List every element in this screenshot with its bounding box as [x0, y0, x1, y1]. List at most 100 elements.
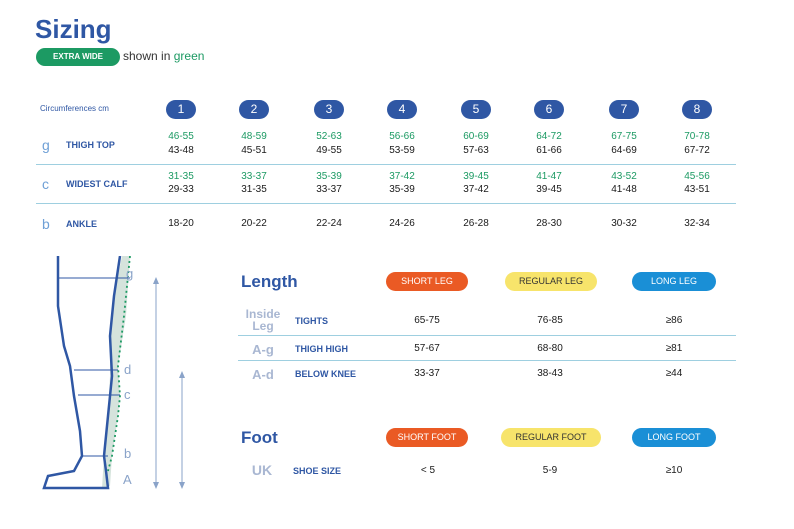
- leg-letter-g: g: [126, 266, 134, 281]
- widest-calf-extra-wide-8: 45-56: [684, 171, 710, 182]
- shoe-size-regular: 5-9: [542, 465, 558, 476]
- short-foot-pill: SHORT FOOT: [386, 428, 468, 447]
- widest-calf-standard-4: 35-39: [389, 184, 415, 195]
- regular-leg-pill: REGULAR LEG: [505, 272, 597, 291]
- row-letter-inside-leg: Inside Leg: [240, 308, 286, 332]
- thigh-top-standard-7: 64-69: [611, 145, 637, 156]
- long-foot-pill: LONG FOOT: [632, 428, 716, 447]
- row-label-thigh-high: THIGH HIGH: [295, 344, 348, 354]
- widest-calf-standard-1: 29-33: [168, 184, 194, 195]
- row-letter-thigh-top: g: [42, 137, 50, 153]
- divider: [36, 203, 736, 204]
- extra-wide-shade: [102, 256, 130, 488]
- legend-text: shown in green: [123, 49, 204, 63]
- row-label-shoe-size: SHOE SIZE: [293, 466, 342, 476]
- row-label-widest-calf: WIDEST CALF: [66, 179, 128, 189]
- thigh-top-extra-wide-5: 60-69: [463, 131, 489, 142]
- leg-diagram: [42, 256, 185, 490]
- row-letter-a-g: A-g: [252, 342, 274, 357]
- ankle-standard-2: 20-22: [241, 218, 267, 229]
- divider: [238, 360, 736, 361]
- short-leg-pill: SHORT LEG: [386, 272, 468, 291]
- thigh-top-standard-8: 67-72: [684, 145, 710, 156]
- regular-foot-pill: REGULAR FOOT: [501, 428, 601, 447]
- below-knee-regular: 38-43: [537, 368, 563, 379]
- leg-letter-b: b: [124, 446, 132, 461]
- extra-wide-outline: [107, 256, 131, 472]
- thigh-top-extra-wide-2: 48-59: [241, 131, 267, 142]
- arrow-head: [179, 482, 185, 489]
- row-label-thigh-top: THIGH TOP: [66, 140, 115, 150]
- thigh-top-standard-1: 43-48: [168, 145, 194, 156]
- foot-title: Foot: [241, 428, 278, 447]
- length-title: Length: [241, 272, 298, 291]
- thigh-top-standard-4: 53-59: [389, 145, 415, 156]
- thigh-top-extra-wide-3: 52-63: [316, 131, 342, 142]
- ankle-standard-3: 22-24: [316, 218, 342, 229]
- legend-text-pre: shown in: [123, 49, 171, 63]
- ankle-standard-7: 30-32: [611, 218, 637, 229]
- size-2-pill: 2: [239, 100, 269, 119]
- thigh-top-extra-wide-8: 70-78: [684, 131, 710, 142]
- ankle-standard-8: 32-34: [684, 218, 710, 229]
- ankle-standard-5: 26-28: [463, 218, 489, 229]
- divider: [36, 164, 736, 165]
- row-label-ankle: ANKLE: [66, 219, 97, 229]
- widest-calf-standard-3: 33-37: [316, 184, 342, 195]
- arrow-head: [153, 482, 159, 489]
- thigh-high-regular: 68-80: [537, 343, 563, 354]
- row-label-below-knee: BELOW KNEE: [295, 369, 357, 379]
- inside-leg-line2: Leg: [252, 319, 274, 333]
- thigh-high-short: 57-67: [414, 343, 440, 354]
- tights-long: ≥86: [665, 315, 683, 326]
- divider: [238, 335, 736, 336]
- thigh-top-extra-wide-1: 46-55: [168, 131, 194, 142]
- size-3-pill: 3: [314, 100, 344, 119]
- page-title: Sizing: [35, 14, 112, 44]
- size-4-pill: 4: [387, 100, 417, 119]
- row-letter-a-d: A-d: [252, 367, 274, 382]
- long-leg-pill: LONG LEG: [632, 272, 716, 291]
- widest-calf-extra-wide-5: 39-45: [463, 171, 489, 182]
- circumference-label: Circumferences cm: [40, 104, 109, 113]
- widest-calf-standard-7: 41-48: [611, 184, 637, 195]
- legend-text-color: green: [173, 49, 205, 63]
- size-6-pill: 6: [534, 100, 564, 119]
- widest-calf-extra-wide-4: 37-42: [389, 171, 415, 182]
- size-7-pill: 7: [609, 100, 639, 119]
- widest-calf-extra-wide-3: 35-39: [316, 171, 342, 182]
- thigh-top-standard-3: 49-55: [316, 145, 342, 156]
- tights-short: 65-75: [414, 315, 440, 326]
- arrow-head: [179, 371, 185, 378]
- row-letter-uk: UK: [251, 462, 273, 478]
- widest-calf-standard-8: 43-51: [684, 184, 710, 195]
- size-8-pill: 8: [682, 100, 712, 119]
- widest-calf-extra-wide-2: 33-37: [241, 171, 267, 182]
- row-label-tights: TIGHTS: [295, 316, 328, 326]
- widest-calf-standard-5: 37-42: [463, 184, 489, 195]
- ankle-standard-6: 28-30: [536, 218, 562, 229]
- widest-calf-standard-6: 39-45: [536, 184, 562, 195]
- size-1-pill: 1: [166, 100, 196, 119]
- thigh-top-standard-2: 45-51: [241, 145, 267, 156]
- widest-calf-extra-wide-6: 41-47: [536, 171, 562, 182]
- inside-leg-line1: Inside: [245, 307, 281, 321]
- row-letter-ankle: b: [42, 216, 50, 232]
- thigh-top-extra-wide-6: 64-72: [536, 131, 562, 142]
- below-knee-short: 33-37: [414, 368, 440, 379]
- leg-outline: [42, 256, 122, 490]
- leg-letter-d: d: [124, 362, 132, 377]
- ankle-standard-1: 18-20: [168, 218, 194, 229]
- thigh-top-standard-6: 61-66: [536, 145, 562, 156]
- arrow-head: [153, 277, 159, 284]
- thigh-high-long: ≥81: [665, 343, 683, 354]
- leg-letter-c: c: [124, 387, 131, 402]
- shoe-size-short: < 5: [420, 465, 436, 476]
- widest-calf-extra-wide-1: 31-35: [168, 171, 194, 182]
- row-letter-widest-calf: c: [42, 176, 49, 192]
- thigh-top-extra-wide-4: 56-66: [389, 131, 415, 142]
- widest-calf-standard-2: 31-35: [241, 184, 267, 195]
- tights-regular: 76-85: [537, 315, 563, 326]
- extra-wide-badge: EXTRA WIDE: [36, 48, 120, 66]
- leg-letter-A: A: [123, 472, 132, 487]
